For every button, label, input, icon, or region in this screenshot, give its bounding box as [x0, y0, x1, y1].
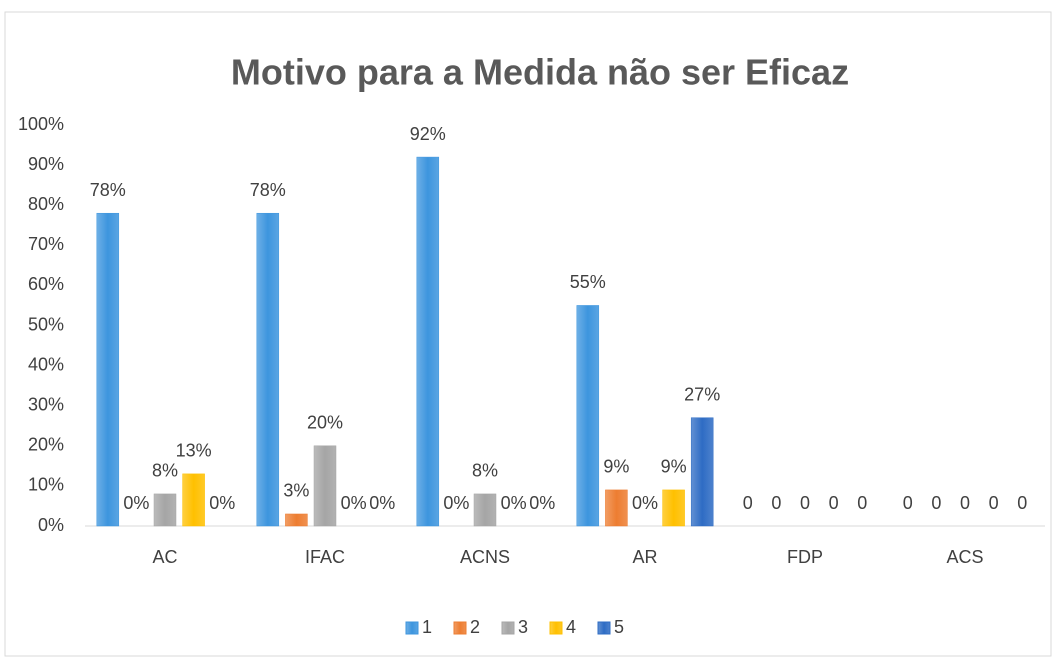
- data-label: 0: [1017, 493, 1027, 513]
- bar: [416, 156, 440, 527]
- chart-title: Motivo para a Medida não ser Eficaz: [231, 52, 849, 93]
- bar: [285, 513, 308, 527]
- x-tick-label: AC: [152, 547, 177, 567]
- data-label: 55%: [570, 272, 606, 292]
- y-tick-label: 0%: [38, 515, 64, 535]
- data-label: 0: [903, 493, 913, 513]
- y-tick-label: 30%: [28, 394, 64, 414]
- legend-swatch: [597, 621, 611, 635]
- data-label: 0: [931, 493, 941, 513]
- bar: [153, 493, 177, 527]
- data-label: 92%: [410, 124, 446, 144]
- data-label: 0: [800, 493, 810, 513]
- data-label: 0%: [369, 493, 395, 513]
- y-tick-label: 50%: [28, 314, 64, 334]
- x-tick-label: IFAC: [305, 547, 345, 567]
- data-label: 0%: [529, 493, 555, 513]
- bar: [576, 305, 600, 527]
- bar: [473, 493, 497, 527]
- y-tick-label: 90%: [28, 154, 64, 174]
- legend-label: 4: [566, 617, 576, 637]
- data-label: 0%: [209, 493, 235, 513]
- x-tick-label: FDP: [787, 547, 823, 567]
- data-label: 3%: [283, 481, 309, 501]
- data-label: 0: [857, 493, 867, 513]
- legend-label: 5: [614, 617, 624, 637]
- data-label: 0%: [443, 493, 469, 513]
- legend-swatch: [453, 621, 467, 635]
- data-label: 9%: [661, 457, 687, 477]
- data-label: 8%: [152, 461, 178, 481]
- data-label: 0%: [341, 493, 367, 513]
- y-tick-label: 80%: [28, 194, 64, 214]
- bar: [96, 212, 120, 527]
- bar: [256, 212, 280, 527]
- x-tick-label: ACNS: [460, 547, 510, 567]
- data-label: 0%: [501, 493, 527, 513]
- y-tick-label: 60%: [28, 274, 64, 294]
- bar: [605, 489, 628, 527]
- data-label: 8%: [472, 461, 498, 481]
- data-label: 78%: [90, 180, 126, 200]
- y-tick-label: 70%: [28, 234, 64, 254]
- bar: [690, 417, 714, 527]
- data-label: 20%: [307, 413, 343, 433]
- bar: [662, 489, 685, 527]
- data-label: 0: [989, 493, 999, 513]
- legend-swatch: [549, 621, 563, 635]
- x-tick-label: AR: [632, 547, 657, 567]
- data-label: 27%: [684, 384, 720, 404]
- data-label: 78%: [250, 180, 286, 200]
- data-label: 0: [771, 493, 781, 513]
- data-label: 13%: [176, 441, 212, 461]
- bar: [182, 473, 205, 527]
- legend-label: 3: [518, 617, 528, 637]
- data-label: 0%: [632, 493, 658, 513]
- data-label: 0: [829, 493, 839, 513]
- y-tick-label: 20%: [28, 435, 64, 455]
- legend-swatch: [501, 621, 515, 635]
- legend-label: 2: [470, 617, 480, 637]
- legend-swatch: [405, 621, 419, 635]
- data-label: 0: [743, 493, 753, 513]
- y-tick-label: 10%: [28, 475, 64, 495]
- legend-label: 1: [422, 617, 432, 637]
- y-tick-label: 40%: [28, 354, 64, 374]
- data-label: 0: [960, 493, 970, 513]
- data-label: 9%: [603, 457, 629, 477]
- bar: [313, 445, 337, 527]
- y-tick-label: 100%: [18, 114, 64, 134]
- chart-frame: [4, 11, 1052, 657]
- x-tick-label: ACS: [946, 547, 983, 567]
- data-label: 0%: [123, 493, 149, 513]
